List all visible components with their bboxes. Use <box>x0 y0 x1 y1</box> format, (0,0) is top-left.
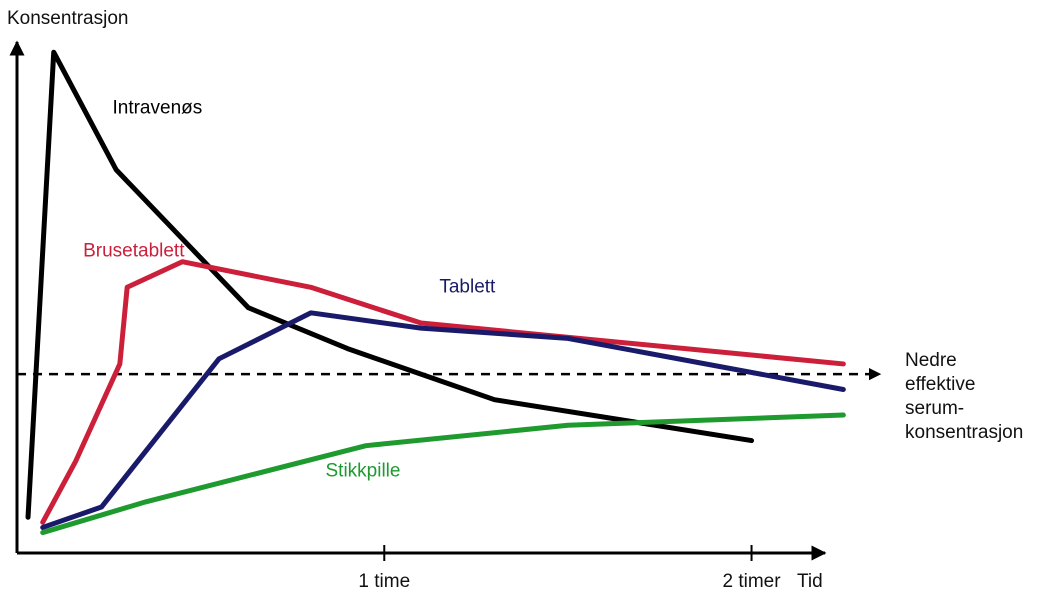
series-line <box>25 49 755 520</box>
threshold-group: Nedre effektive serum-konsentrasjon <box>17 350 1023 443</box>
series-line <box>40 412 846 536</box>
threshold-label-line: konsentrasjon <box>905 422 1023 443</box>
x-tick-label: 1 time <box>358 571 410 592</box>
series-line <box>40 310 846 530</box>
series-label: Brusetablett <box>83 241 185 262</box>
series-label: Intravenøs <box>112 98 202 119</box>
y-axis-label: Konsentrasjon <box>7 8 128 29</box>
series-line <box>40 259 846 525</box>
threshold-label-line: Nedre <box>905 350 957 371</box>
series-label: Tablett <box>439 276 496 297</box>
series-group: Intravenøs Brusetablett Tablett Stikkpille <box>25 49 846 536</box>
x-ticks: 1 time 2 timer <box>358 545 781 592</box>
series-label: Stikkpille <box>326 460 401 481</box>
threshold-label-line: effektive <box>905 374 975 395</box>
x-axis-label: Tid <box>797 571 823 592</box>
x-tick-label: 2 timer <box>723 571 782 592</box>
threshold-label-line: serum- <box>905 398 964 419</box>
